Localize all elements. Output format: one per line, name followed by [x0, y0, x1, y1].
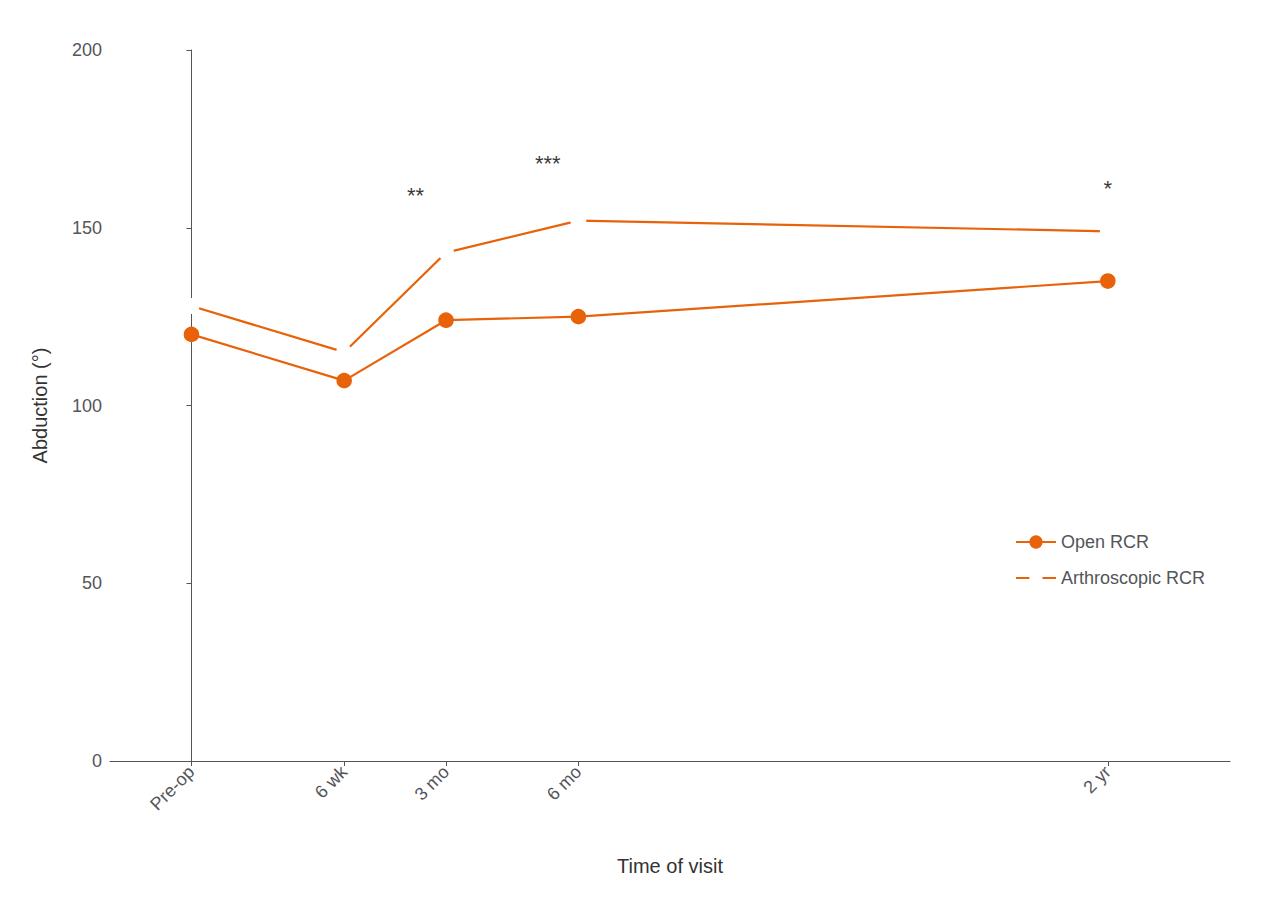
- svg-text:Abduction (°): Abduction (°): [29, 348, 51, 464]
- svg-text:Open RCR: Open RCR: [1061, 532, 1149, 552]
- svg-text:Pre-op: Pre-op: [146, 762, 198, 814]
- svg-text:**: **: [407, 183, 425, 208]
- svg-text:150: 150: [72, 218, 102, 238]
- svg-text:0: 0: [92, 751, 102, 771]
- svg-text:200: 200: [72, 40, 102, 60]
- svg-text:6 mo: 6 mo: [543, 762, 585, 804]
- svg-text:Time of visit: Time of visit: [617, 855, 723, 877]
- svg-text:3 mo: 3 mo: [411, 762, 453, 804]
- svg-text:6 wk: 6 wk: [311, 761, 352, 802]
- svg-text:***: ***: [535, 151, 561, 176]
- svg-text:50: 50: [82, 573, 102, 593]
- svg-text:Arthroscopic RCR: Arthroscopic RCR: [1061, 568, 1205, 588]
- svg-text:*: *: [1104, 176, 1113, 201]
- svg-text:2 yr: 2 yr: [1080, 762, 1115, 797]
- svg-text:100: 100: [72, 396, 102, 416]
